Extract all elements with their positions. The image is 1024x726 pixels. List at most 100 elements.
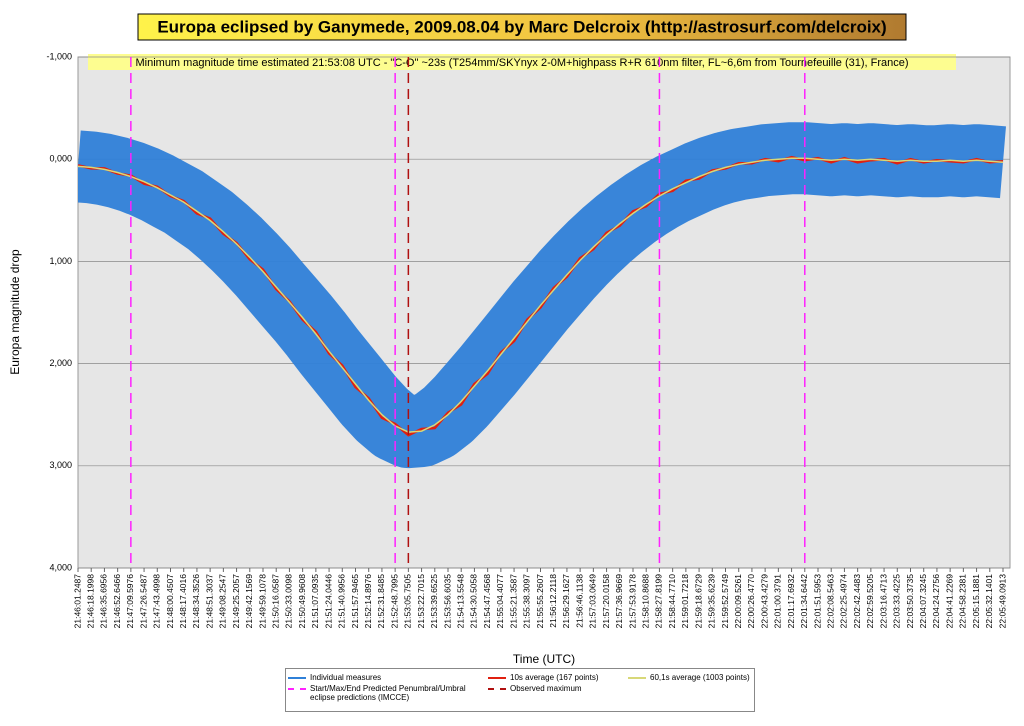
x-tick-label: 22:03:50.3735 bbox=[905, 574, 915, 629]
x-tick-label: 21:56:12.2118 bbox=[548, 574, 558, 628]
x-tick-label: 21:57:03.0649 bbox=[588, 574, 598, 629]
x-tick-label: 21:48:17.4016 bbox=[178, 574, 188, 629]
x-tick-label: 21:53:56.6035 bbox=[442, 574, 452, 629]
x-tick-label: 21:57:20.0158 bbox=[601, 574, 611, 629]
x-tick-label: 21:59:18.6729 bbox=[693, 574, 703, 629]
legend-item: Observed maximum bbox=[486, 683, 626, 703]
x-tick-label: 21:57:36.9669 bbox=[614, 574, 624, 629]
x-tick-label: 21:59:52.5749 bbox=[720, 574, 730, 629]
x-tick-label: 22:02:42.4483 bbox=[852, 574, 862, 629]
x-tick-label: 21:55:21.3587 bbox=[508, 574, 518, 629]
x-tick-label: 21:48:34.3526 bbox=[191, 574, 201, 629]
x-tick-label: 22:03:16.4713 bbox=[878, 574, 888, 629]
legend-item: 60,1s average (1003 points) bbox=[626, 672, 756, 683]
x-tick-label: 22:05:15.1881 bbox=[971, 574, 981, 629]
x-tick-label: 22:00:09.5261 bbox=[733, 574, 743, 629]
x-tick-label: 22:04:07.3245 bbox=[918, 574, 928, 629]
legend-swatch bbox=[628, 677, 646, 679]
x-tick-label: 21:50:49.9608 bbox=[297, 574, 307, 629]
legend-label: Start/Max/End Predicted Penumbral/Umbral… bbox=[310, 684, 466, 702]
legend-swatch bbox=[488, 677, 506, 679]
x-tick-label: 21:50:33.0098 bbox=[284, 574, 294, 629]
x-tick-label: 22:00:26.4770 bbox=[746, 574, 756, 629]
x-tick-label: 21:56:29.1627 bbox=[561, 574, 571, 629]
y-tick-label: 4,000 bbox=[49, 562, 72, 572]
x-tick-label: 22:01:00.3791 bbox=[773, 574, 783, 629]
legend-item: 10s average (167 points) bbox=[486, 672, 626, 683]
average-line bbox=[78, 157, 1004, 433]
x-tick-label: 21:48:00.4507 bbox=[165, 574, 175, 629]
x-tick-label: 22:01:51.5953 bbox=[812, 574, 822, 629]
x-tick-label: 21:49:08.2547 bbox=[218, 574, 228, 629]
x-tick-label: 21:51:07.0935 bbox=[310, 574, 320, 629]
x-tick-label: 21:52:14.8976 bbox=[363, 574, 373, 629]
subtitle-box bbox=[88, 54, 956, 70]
x-tick-label: 22:05:32.1401 bbox=[984, 574, 994, 629]
legend-label: 10s average (167 points) bbox=[510, 673, 599, 682]
legend-item: Individual measures bbox=[286, 672, 486, 683]
x-tick-label: 21:58:44.7710 bbox=[667, 574, 677, 629]
x-tick-label: 22:00:43.4279 bbox=[759, 574, 769, 629]
x-tick-label: 21:55:55.2607 bbox=[535, 574, 545, 629]
x-tick-label: 21:51:24.0446 bbox=[323, 574, 333, 629]
x-tick-label: 21:57:53.9178 bbox=[627, 574, 637, 629]
legend-label: Individual measures bbox=[310, 673, 382, 682]
y-tick-label: -1,000 bbox=[46, 51, 72, 61]
chart-title: Europa eclipsed by Ganymede, 2009.08.04 … bbox=[157, 17, 886, 36]
x-tick-label: 21:58:27.8199 bbox=[654, 574, 664, 629]
x-tick-label: 21:56:46.1138 bbox=[574, 574, 584, 628]
subtitle: Minimum magnitude time estimated 21:53:0… bbox=[135, 57, 908, 69]
x-tick-label: 21:49:25.2057 bbox=[231, 574, 241, 629]
y-tick-label: 1,000 bbox=[49, 256, 72, 266]
title-box bbox=[137, 13, 907, 41]
x-tick-label: 22:02:08.5463 bbox=[825, 574, 835, 629]
x-tick-label: 22:01:17.6932 bbox=[786, 574, 796, 629]
x-tick-label: 22:03:33.4225 bbox=[892, 574, 902, 629]
x-tick-label: 21:58:10.8688 bbox=[640, 574, 650, 629]
x-tick-label: 21:48:51.3037 bbox=[204, 574, 214, 629]
x-tick-label: 21:54:47.4568 bbox=[482, 574, 492, 629]
x-tick-label: 21:53:22.7015 bbox=[416, 574, 426, 629]
x-tick-label: 21:52:31.8485 bbox=[376, 574, 386, 629]
x-tick-label: 21:55:04.4077 bbox=[495, 574, 505, 629]
x-tick-label: 22:02:25.4974 bbox=[839, 574, 849, 629]
plot-content bbox=[78, 57, 1010, 568]
y-tick-label: 3,000 bbox=[49, 460, 72, 470]
x-tick-label: 21:49:42.1569 bbox=[244, 574, 254, 629]
x-tick-label: 21:51:57.9465 bbox=[350, 574, 360, 629]
x-tick-label: 22:02:59.5205 bbox=[865, 574, 875, 629]
x-tick-label: 21:53:05.7505 bbox=[403, 574, 413, 629]
x-tick-label: 22:04:41.2269 bbox=[944, 574, 954, 629]
y-axis-label: Europa magnitude drop bbox=[8, 249, 22, 375]
x-tick-label: 21:46:18.1998 bbox=[85, 574, 95, 629]
legend: Individual measures 10s average (167 poin… bbox=[285, 668, 755, 712]
x-tick-label: 22:04:24.2756 bbox=[931, 574, 941, 629]
legend-label: Observed maximum bbox=[510, 684, 582, 693]
x-tick-label: 22:04:58.2381 bbox=[958, 574, 968, 629]
x-tick-label: 22:01:34.6442 bbox=[799, 574, 809, 629]
y-tick-label: 2,000 bbox=[49, 358, 72, 368]
x-tick-label: 21:47:09.5976 bbox=[125, 574, 135, 629]
legend-swatch bbox=[488, 688, 506, 690]
x-axis-label: Time (UTC) bbox=[513, 652, 575, 666]
x-tick-label: 21:46:01.2487 bbox=[72, 574, 82, 629]
x-tick-label: 21:51:40.9956 bbox=[337, 574, 347, 629]
legend-swatch bbox=[288, 677, 306, 679]
x-tick-label: 22:05:49.0913 bbox=[997, 574, 1007, 629]
x-tick-label: 21:59:35.6239 bbox=[707, 574, 717, 629]
y-tick-label: 0,000 bbox=[49, 154, 72, 164]
x-tick-label: 21:50:16.0587 bbox=[270, 574, 280, 629]
x-tick-label: 21:49:59.1078 bbox=[257, 574, 267, 629]
x-tick-label: 21:55:38.3097 bbox=[522, 574, 532, 629]
x-tick-label: 21:53:39.6525 bbox=[429, 574, 439, 629]
x-tick-label: 21:46:35.6956 bbox=[99, 574, 109, 629]
x-tick-label: 21:59:01.7218 bbox=[680, 574, 690, 629]
x-tick-label: 21:54:13.5548 bbox=[455, 574, 465, 629]
legend-label: 60,1s average (1003 points) bbox=[650, 673, 750, 682]
x-tick-label: 21:54:30.5058 bbox=[469, 574, 479, 629]
x-tick-label: 21:47:43.4998 bbox=[152, 574, 162, 629]
legend-swatch bbox=[288, 688, 306, 690]
legend-item: Start/Max/End Predicted Penumbral/Umbral… bbox=[286, 683, 486, 703]
x-tick-label: 21:47:26.5487 bbox=[138, 574, 148, 629]
